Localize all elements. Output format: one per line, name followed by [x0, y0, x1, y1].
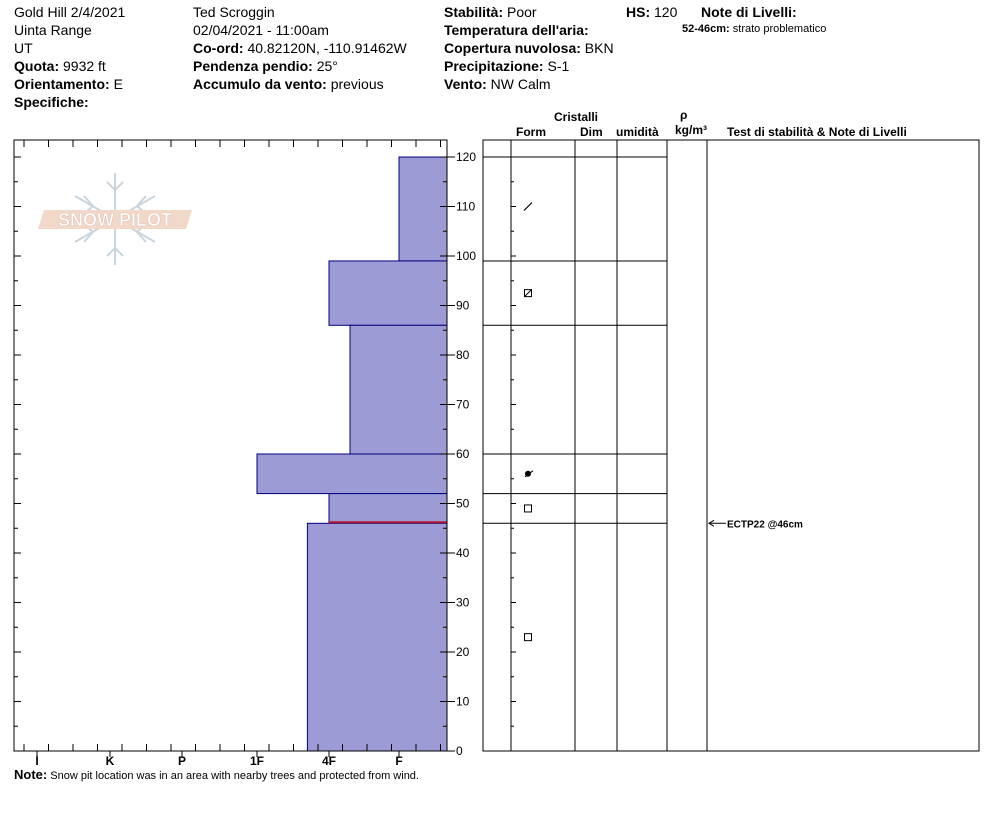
wind-loading-row: Accumulo da vento: previous: [193, 75, 384, 93]
slope-label: Pendenza pendio:: [193, 58, 313, 74]
slope-value: 25°: [316, 58, 338, 74]
depth-label: 50: [456, 497, 470, 511]
aspect-value: E: [113, 76, 123, 92]
precip-row: Precipitazione: S-1: [444, 57, 569, 75]
depth-label: 40: [456, 546, 470, 560]
moisture-heading: umidità: [616, 125, 659, 139]
grain-square-icon: [524, 504, 532, 513]
logo-text: SNOW PILOT: [58, 210, 172, 230]
aspect-label: Orientamento:: [14, 76, 110, 92]
size-heading: Dim: [580, 125, 603, 139]
depth-label: 0: [456, 744, 463, 758]
mountain-range: Uinta Range: [14, 22, 92, 38]
location-date: Gold Hill 2/4/2021: [14, 4, 126, 20]
cloud-label: Copertura nuvolosa:: [444, 40, 581, 56]
grain-cross-line: [524, 289, 532, 297]
hardness-tick-label: P: [178, 754, 186, 768]
snowpilot-logo: SNOW PILOT: [38, 173, 192, 265]
rho-heading: ρ: [680, 108, 688, 122]
coord-value: 40.82120N, -110.91462W: [247, 40, 407, 56]
wind-loading-value: previous: [330, 76, 384, 92]
slope-row: Pendenza pendio: 25°: [193, 57, 338, 75]
depth-label: 30: [456, 596, 470, 610]
elevation-row: Quota: 9932 ft: [14, 57, 106, 75]
grain-arrow-line: [524, 470, 534, 478]
hs-label: HS:: [626, 4, 651, 20]
depth-label: 110: [456, 200, 475, 214]
hardness-bar-0: [398, 156, 448, 262]
footer-note: Note: Snow pit location was in an area w…: [14, 767, 419, 782]
hardness-tick-label: K: [106, 754, 115, 768]
cloud-row: Copertura nuvolosa: BKN: [444, 39, 614, 57]
stratigraphy-panel: 0 10 20 30 40 50 60 70 80 90 100 110 120 ECTP22 @46cm: [447, 139, 980, 758]
state: UT: [14, 40, 33, 56]
hardness-bar-4: [328, 493, 448, 524]
wind-row: Vento: NW Calm: [444, 75, 551, 93]
coord-label: Co-ord:: [193, 40, 244, 56]
depth-label: 120: [456, 150, 476, 164]
hardness-bar-5: [306, 522, 448, 752]
depth-label: 80: [456, 348, 470, 362]
wind-label: Vento:: [444, 76, 487, 92]
hardness-tick-label: 4F: [322, 754, 336, 768]
crystals-heading: Cristalli: [554, 110, 599, 124]
test-arrow-icon: [708, 519, 715, 527]
test-result-label: ECTP22 @46cm: [727, 519, 803, 530]
density-heading: kg/m³: [675, 123, 708, 137]
coord-row: Co-ord: 40.82120N, -110.91462W: [193, 39, 407, 57]
layer-note-range: 52-46cm:: [682, 23, 730, 35]
hardness-bar-3: [256, 453, 448, 495]
precip-label: Precipitazione:: [444, 58, 544, 74]
depth-label: 100: [456, 249, 476, 263]
hardness-tick-label: 1F: [250, 754, 264, 768]
hs-row: HS: 120: [626, 3, 677, 21]
grain-box-cross-icon: [524, 289, 532, 298]
depth-label: 90: [456, 299, 470, 313]
depth-label: 20: [456, 645, 470, 659]
specifics-label: Specifiche:: [14, 94, 89, 110]
hardness-tick-label: I: [35, 754, 38, 768]
strat-frame: [482, 139, 980, 752]
grain-slash-icon: [523, 202, 533, 211]
hardness-panel: I K P 1F 4F F: [13, 139, 448, 768]
hardness-frame: [13, 139, 448, 752]
hs-value: 120: [654, 4, 678, 20]
note-label: Note:: [14, 767, 48, 782]
wind-value: NW Calm: [490, 76, 551, 92]
hardness-bar-1: [328, 260, 448, 326]
layer-notes-label: Note di Livelli:: [701, 4, 797, 20]
observation-datetime: 02/04/2021 - 11:00am: [193, 22, 329, 38]
depth-label: 10: [456, 695, 470, 709]
precip-value: S-1: [547, 58, 570, 74]
observer: Ted Scroggin: [193, 4, 275, 20]
stability-value: Poor: [507, 4, 537, 20]
air-temp-label: Temperatura dell'aria:: [444, 22, 589, 38]
note-text: Snow pit location was in an area with ne…: [50, 770, 419, 782]
aspect-row: Orientamento: E: [14, 75, 123, 93]
stability-label: Stabilità:: [444, 4, 504, 20]
stability-notes-heading: Test di stabilità & Note di Livelli: [727, 125, 907, 139]
grain-square-icon: [524, 633, 532, 642]
depth-label: 60: [456, 447, 470, 461]
layer-note-text: strato problematico: [732, 23, 827, 35]
wind-loading-label: Accumulo da vento:: [193, 76, 327, 92]
elevation-label: Quota:: [14, 58, 60, 74]
layer-note: 52-46cm: strato problematico: [682, 23, 826, 35]
form-heading: Form: [516, 125, 546, 139]
hardness-bar-2: [349, 324, 448, 455]
depth-label: 70: [456, 398, 470, 412]
hardness-tick-label: F: [395, 754, 402, 768]
cloud-value: BKN: [584, 40, 614, 56]
stability-row: Stabilità: Poor: [444, 3, 537, 21]
elevation-value: 9932 ft: [63, 58, 106, 74]
